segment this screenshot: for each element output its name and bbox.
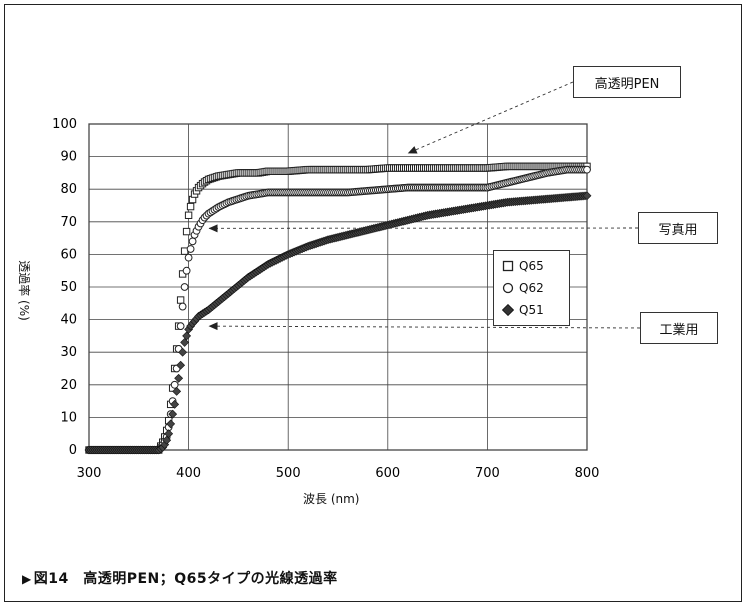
y-tick-label: 60 — [60, 247, 77, 262]
callout-arrowhead-icon — [208, 224, 218, 233]
q65-data-point — [176, 296, 185, 304]
q51-data-point — [180, 337, 190, 347]
callout-industrial-use: 工業用 — [640, 312, 718, 344]
callout-photo-use: 写真用 — [638, 212, 718, 244]
q62-data-point — [178, 302, 187, 311]
q62-data-point — [186, 245, 195, 253]
legend-item-q51: Q51 — [502, 303, 544, 317]
q51-data-point — [176, 360, 186, 370]
legend-label: Q62 — [519, 281, 544, 295]
y-tick-label: 80 — [60, 182, 77, 197]
y-tick-label: 10 — [60, 410, 77, 425]
q51-data-point — [172, 386, 182, 396]
q65-data-point — [182, 227, 191, 236]
q62-data-point — [184, 253, 193, 262]
q51-data-point — [174, 373, 184, 383]
callout-leader-line — [407, 81, 574, 154]
q51-data-point — [182, 331, 192, 341]
y-tick-label: 90 — [60, 150, 77, 165]
callout-arrowhead-icon — [407, 146, 418, 154]
y-tick-label: 70 — [60, 215, 77, 230]
legend-item-q62: Q62 — [502, 281, 544, 295]
callout-high-transparency-pen: 高透明PEN — [573, 66, 681, 98]
caption-text: 図14 高透明PEN；Q65タイプの光線透過率 — [33, 571, 338, 587]
x-axis-label: 波長 (nm) — [303, 492, 360, 506]
legend-item-q65: Q65 — [502, 259, 544, 273]
circle-marker-icon — [502, 282, 514, 294]
legend-label: Q65 — [519, 259, 544, 273]
y-tick-label: 20 — [60, 378, 77, 393]
callout-arrowhead-icon — [208, 322, 218, 331]
q65-data-point — [184, 211, 193, 219]
q51-data-point — [178, 347, 188, 357]
y-tick-label: 30 — [60, 345, 77, 360]
caption-marker-icon: ▶ — [22, 572, 32, 586]
y-tick-label: 40 — [60, 313, 77, 328]
figure-caption: ▶ 図14 高透明PEN；Q65タイプの光線透過率 — [22, 568, 338, 588]
x-tick-label: 600 — [375, 466, 400, 481]
square-marker-icon — [502, 260, 514, 272]
q62-data-point — [176, 322, 185, 331]
x-tick-label: 700 — [475, 466, 500, 481]
q51-data-point — [166, 419, 176, 429]
y-tick-label: 50 — [60, 280, 77, 295]
q51-data-point — [168, 409, 178, 419]
q65-data-point — [186, 202, 195, 211]
x-tick-label: 800 — [575, 466, 600, 481]
q62-data-point — [583, 165, 591, 174]
q62-data-point — [188, 237, 197, 246]
q51-data-point — [170, 399, 180, 409]
x-tick-label: 500 — [276, 466, 301, 481]
y-tick-label: 100 — [52, 117, 77, 132]
q51-data-point — [162, 435, 172, 445]
chart-legend: Q65 Q62 Q51 — [493, 250, 570, 326]
q62-data-point — [180, 283, 189, 291]
x-tick-label: 400 — [176, 466, 201, 481]
q62-data-point — [170, 380, 179, 389]
x-tick-label: 300 — [77, 466, 102, 481]
q51-data-point — [582, 191, 592, 201]
legend-label: Q51 — [519, 303, 544, 317]
figure-frame — [4, 4, 742, 602]
q62-data-point — [182, 266, 191, 275]
y-axis-label: 透過率 (%) — [16, 260, 31, 321]
diamond-marker-icon — [502, 304, 514, 316]
y-tick-label: 0 — [69, 443, 77, 458]
q51-data-point — [164, 429, 174, 439]
